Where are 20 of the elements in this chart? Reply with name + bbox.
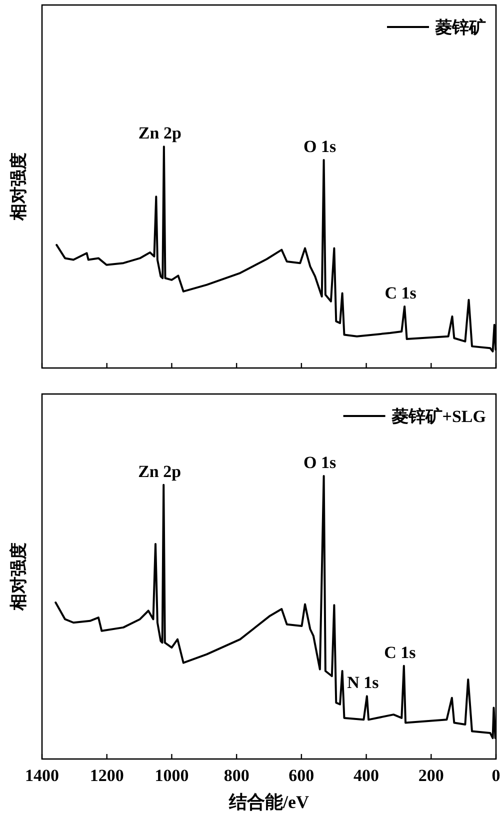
annotation: O 1s (304, 453, 336, 472)
x-axis-title: 结合能/eV (228, 792, 309, 812)
annotation: Zn 2p (138, 124, 182, 143)
y-axis-title: 相对强度 (9, 152, 28, 222)
annotation: Zn 2p (138, 462, 182, 481)
legend-label: 菱锌矿+SLG (390, 407, 486, 426)
x-tick-label: 1200 (90, 766, 124, 785)
annotation: C 1s (384, 642, 416, 662)
annotation: N 1s (347, 673, 380, 692)
x-tick-label: 800 (224, 766, 250, 785)
x-tick-label: 600 (288, 766, 314, 785)
x-tick-label: 200 (418, 766, 444, 785)
x-tick-label: 1000 (154, 766, 189, 785)
legend-label: 菱锌矿 (434, 18, 486, 37)
annotation: O 1s (304, 136, 336, 156)
x-tick-label: 0 (492, 766, 500, 785)
annotation: C 1s (384, 283, 417, 302)
y-axis-title: 相对强度 (9, 542, 28, 612)
x-tick-label: 1400 (25, 766, 59, 785)
x-tick-label: 400 (354, 766, 380, 785)
